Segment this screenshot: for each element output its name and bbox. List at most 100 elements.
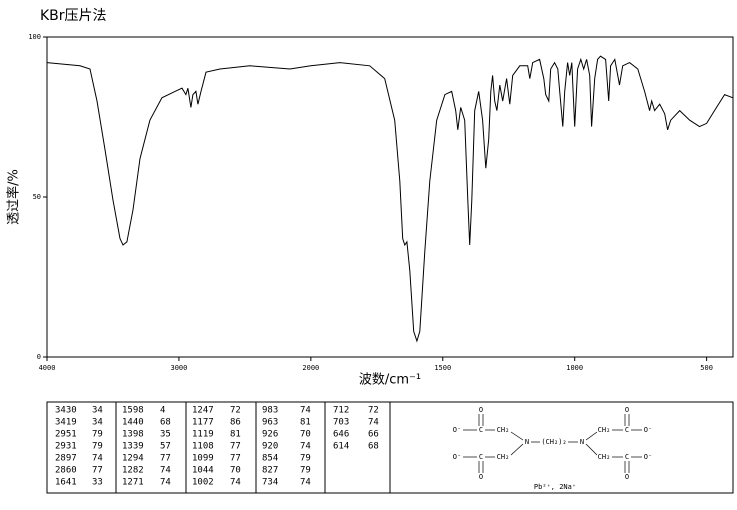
peak-transmittance: 33 [92,478,103,488]
peak-transmittance: 70 [230,466,241,476]
structure-bond [585,443,598,456]
peak-wavenumber: 854 [262,454,278,464]
y-tick-label: 100 [28,33,41,41]
peak-transmittance: 66 [368,430,379,440]
peak-transmittance: 34 [92,418,103,428]
peak-transmittance: 79 [92,442,103,452]
peak-wavenumber: 712 [333,406,349,416]
peak-transmittance: 68 [368,442,379,452]
peak-wavenumber: 3430 [55,406,77,416]
y-axis-label: 透过率/% [6,169,22,225]
peak-transmittance: 74 [300,442,311,452]
structure-atom: C [479,426,483,434]
structure-atom: O⁻ [644,453,652,461]
peak-wavenumber: 1398 [122,430,144,440]
peak-transmittance: 77 [160,454,171,464]
x-tick-label: 3000 [170,364,187,372]
structure-atom: CH₂ [497,426,510,434]
x-tick-label: 500 [700,364,713,372]
x-tick-label: 4000 [39,364,56,372]
structure-bond [585,431,598,441]
peak-transmittance: 74 [300,406,311,416]
peak-transmittance: 79 [92,430,103,440]
structure-atom: O [479,406,483,414]
peak-transmittance: 77 [92,466,103,476]
peak-wavenumber: 734 [262,478,278,488]
peak-wavenumber: 2931 [55,442,77,452]
peak-transmittance: 34 [92,406,103,416]
structure-atom: C [625,426,629,434]
x-axis-label: 波数/cm⁻¹ [359,373,421,388]
peak-transmittance: 68 [160,418,171,428]
structure-atom: O [479,473,483,481]
peak-transmittance: 79 [300,466,311,476]
structure-atom: O [625,473,629,481]
peak-transmittance: 81 [300,418,311,428]
x-tick-label: 1500 [434,364,451,372]
peak-wavenumber: 703 [333,418,349,428]
structure-atom: N [580,438,584,446]
peak-wavenumber: 646 [333,430,349,440]
structure-caption: Pb²⁺, 2Na⁺ [534,483,576,491]
x-tick-label: 1000 [566,364,583,372]
peak-transmittance: 74 [92,454,103,464]
peak-wavenumber: 963 [262,418,278,428]
peak-wavenumber: 926 [262,430,278,440]
structure-bond [510,431,524,441]
peak-transmittance: 74 [160,478,171,488]
peak-wavenumber: 920 [262,442,278,452]
structure-atom: C [479,453,483,461]
structure-atom: CH₂ [598,426,611,434]
peak-wavenumber: 1440 [122,418,144,428]
peak-transmittance: 86 [230,418,241,428]
y-tick-label: 0 [37,353,41,361]
peak-wavenumber: 1282 [122,466,144,476]
peak-wavenumber: 3419 [55,418,77,428]
peak-transmittance: 72 [368,406,379,416]
peak-wavenumber: 1044 [192,466,214,476]
structure-atom: O⁻ [453,426,461,434]
peak-wavenumber: 1119 [192,430,214,440]
peak-transmittance: 35 [160,430,171,440]
plot-frame [46,36,734,358]
structure-atom: O⁻ [644,426,652,434]
peak-transmittance: 79 [300,454,311,464]
peak-wavenumber: 2897 [55,454,77,464]
peak-transmittance: 74 [368,418,379,428]
peak-wavenumber: 1099 [192,454,214,464]
structure-atom: CH₂ [598,453,611,461]
structure-atom: C [625,453,629,461]
peak-wavenumber: 614 [333,442,349,452]
x-tick-label: 2000 [302,364,319,372]
peak-wavenumber: 1247 [192,406,214,416]
peak-wavenumber: 1598 [122,406,144,416]
peak-transmittance: 72 [230,406,241,416]
peak-wavenumber: 2860 [55,466,77,476]
peak-transmittance: 74 [300,478,311,488]
peak-transmittance: 77 [230,454,241,464]
peak-wavenumber: 1641 [55,478,77,488]
structure-atom: (CH₂)₂ [541,438,566,446]
peak-transmittance: 4 [160,406,165,416]
peak-wavenumber: 1108 [192,442,214,452]
peak-transmittance: 77 [230,442,241,452]
peak-wavenumber: 1339 [122,442,144,452]
peak-wavenumber: 1002 [192,478,214,488]
peak-wavenumber: 827 [262,466,278,476]
y-tick-label: 50 [33,193,41,201]
spectrum-line [46,55,734,343]
peak-transmittance: 81 [230,430,241,440]
peak-transmittance: 70 [300,430,311,440]
peak-wavenumber: 1294 [122,454,144,464]
peak-transmittance: 57 [160,442,171,452]
structure-atom: N [525,438,529,446]
structure-atom: O [625,406,629,414]
structure-bond [510,443,524,456]
peak-wavenumber: 983 [262,406,278,416]
peak-transmittance: 74 [230,478,241,488]
structure-atom: O⁻ [453,453,461,461]
chart-title: KBr压片法 [40,8,107,24]
peak-wavenumber: 1271 [122,478,144,488]
peak-wavenumber: 1177 [192,418,214,428]
